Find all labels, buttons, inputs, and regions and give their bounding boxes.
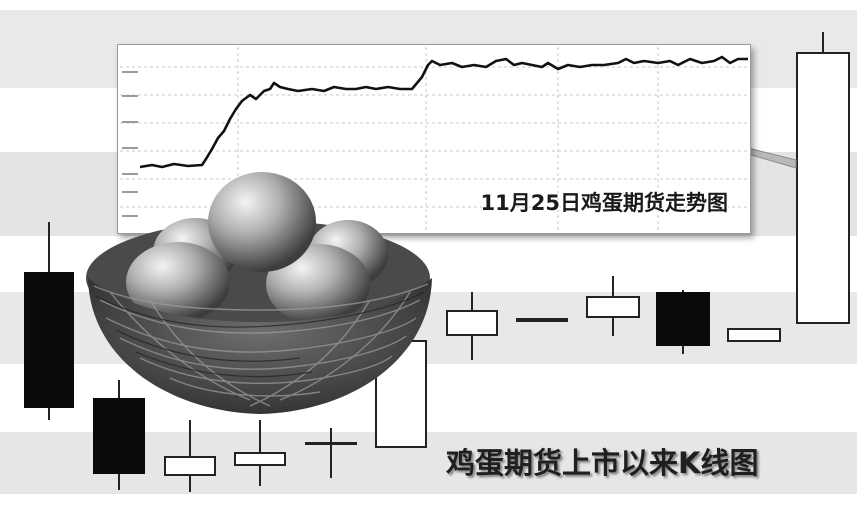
- candlestick: [586, 276, 640, 336]
- candlestick: [164, 420, 216, 492]
- eggs-in-nest-illustration: [86, 172, 432, 414]
- candlestick: [24, 222, 74, 420]
- connector-pointer: [748, 147, 797, 169]
- candlestick: [516, 316, 568, 324]
- candlestick: [446, 292, 498, 360]
- candlestick: [727, 326, 781, 344]
- candlestick: [656, 290, 710, 354]
- egg: [208, 172, 316, 272]
- candlestick: [93, 380, 145, 490]
- inset-chart-title: 11月25日鸡蛋期货走势图: [480, 191, 728, 215]
- candlestick: [305, 428, 357, 478]
- candlestick: [796, 32, 850, 326]
- egg: [266, 244, 370, 324]
- main-chart-title: 鸡蛋期货上市以来K线图: [446, 446, 759, 480]
- candlestick: [234, 420, 286, 486]
